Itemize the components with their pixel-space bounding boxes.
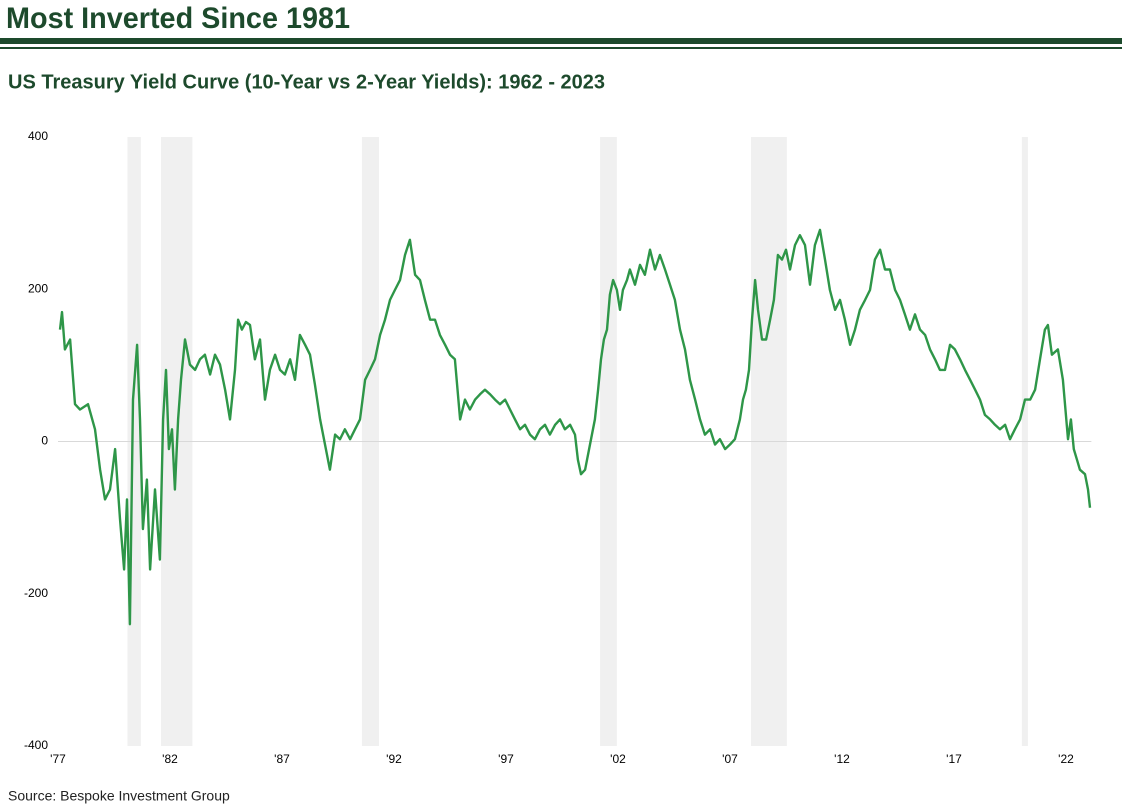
header-rule-thin [0,47,1122,49]
source: Source: Bespoke Investment Group [8,788,230,804]
y-tick-label: 400 [28,129,48,143]
y-tick-label: -200 [24,586,48,600]
x-tick-label: '87 [274,752,290,766]
header-rule [0,38,1122,44]
x-tick-label: '17 [946,752,962,766]
x-tick-label: '77 [50,752,66,766]
y-tick-label: -400 [24,738,48,752]
x-tick-label: '82 [162,752,178,766]
x-tick-label: '97 [498,752,514,766]
chart-title: US Treasury Yield Curve (10-Year vs 2-Ye… [8,71,605,93]
y-tick-label: 0 [41,434,48,448]
x-tick-label: '12 [834,752,850,766]
x-tick-label: '92 [386,752,402,766]
y-tick-label: 200 [28,281,48,295]
page-title: Most Inverted Since 1981 [6,2,350,35]
yield-curve-line [58,228,1092,626]
x-tick-label: '07 [722,752,738,766]
x-tick-label: '02 [610,752,626,766]
x-tick-label: '22 [1058,752,1074,766]
